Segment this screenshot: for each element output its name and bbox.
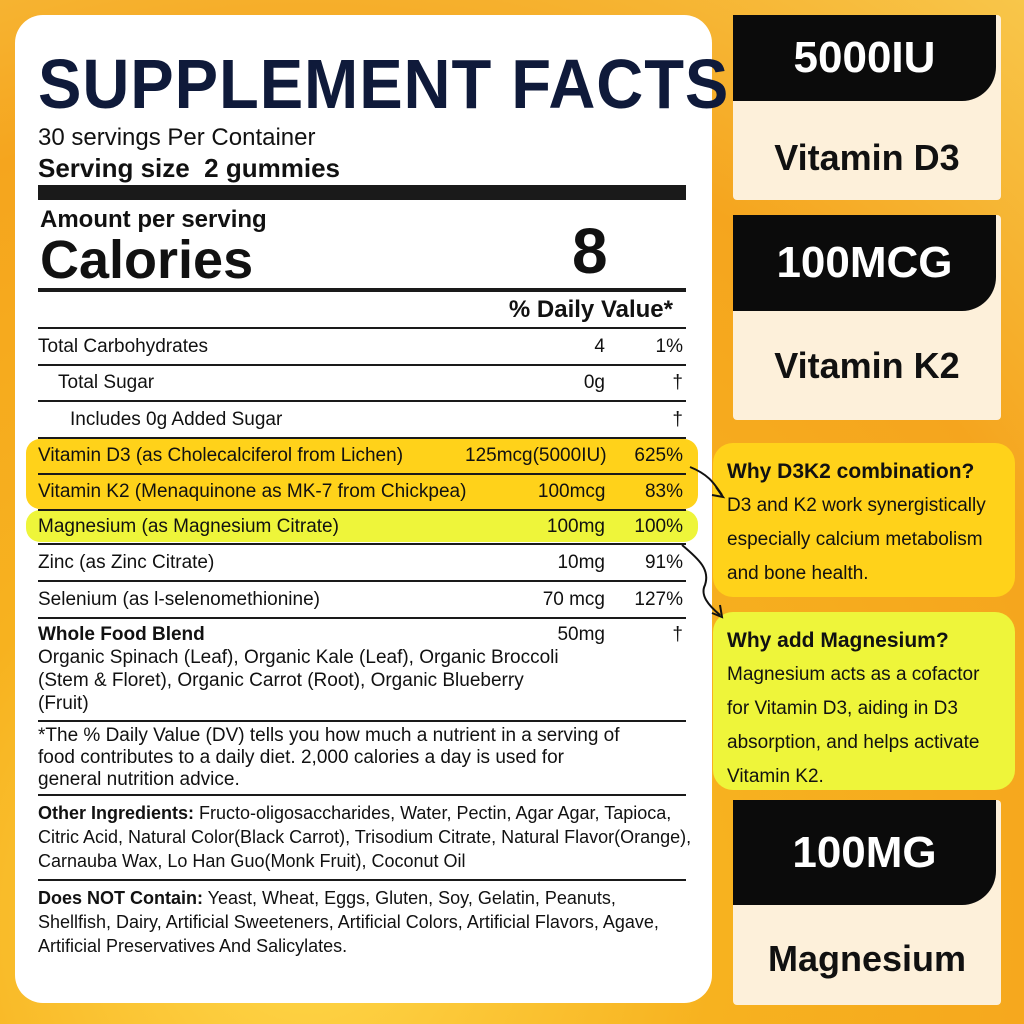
divider <box>38 185 686 200</box>
arrow-icons <box>681 466 726 619</box>
badge-vitamin-d3: 5000IU Vitamin D3 <box>733 15 1001 200</box>
calories-label: Calories <box>40 230 254 290</box>
daily-value-footnote: *The % Daily Value (DV) tells you how mu… <box>38 725 620 790</box>
nutrient-row: Total Sugar 0g † <box>58 372 683 393</box>
note-magnesium: Why add Magnesium? Magnesium acts as a co… <box>713 612 1015 790</box>
nutrient-row: Selenium (as l-selenomethionine) 70 mcg 12… <box>38 589 683 610</box>
note-d3k2: Why D3K2 combination? D3 and K2 work syne… <box>713 443 1015 597</box>
blend-row: Whole Food Blend 50mg † <box>38 624 683 645</box>
blend-ingredients: Organic Spinach (Leaf), Organic Kale (Le… <box>38 647 559 714</box>
calories-value: 8 <box>572 215 608 287</box>
other-ingredients: Other Ingredients: Fructo-oligosaccharid… <box>38 803 692 871</box>
magnesium-highlight <box>26 510 698 542</box>
nutrient-row: Includes 0g Added Sugar † <box>70 409 683 430</box>
divider <box>38 288 686 292</box>
badge-magnesium: 100MG Magnesium <box>733 800 1001 1005</box>
nutrient-row-vitamin-k2: Vitamin K2 (Menaquinone as MK-7 from Chi… <box>38 481 683 502</box>
badge-vitamin-k2: 100MCG Vitamin K2 <box>733 215 1001 420</box>
nutrient-row: Zinc (as Zinc Citrate) 10mg 91% <box>38 552 683 573</box>
facts-title: SUPPLEMENT FACTS <box>38 45 730 123</box>
serving-size: Serving size 2 gummies <box>38 153 341 183</box>
divider <box>38 327 686 329</box>
servings-per-container: 30 servings Per Container <box>38 124 316 151</box>
nutrient-row: Total Carbohydrates 4 1% <box>38 336 683 357</box>
amount-per-serving: Amount per serving <box>40 206 267 233</box>
daily-value-header: % Daily Value* <box>508 296 673 323</box>
does-not-contain: Does NOT Contain: Yeast, Wheat, Eggs, Gl… <box>38 888 659 956</box>
nutrient-row-vitamin-d3: Vitamin D3 (as Cholecalciferol from Lich… <box>38 445 683 466</box>
nutrient-row-magnesium: Magnesium (as Magnesium Citrate) 100mg 100… <box>38 516 683 537</box>
